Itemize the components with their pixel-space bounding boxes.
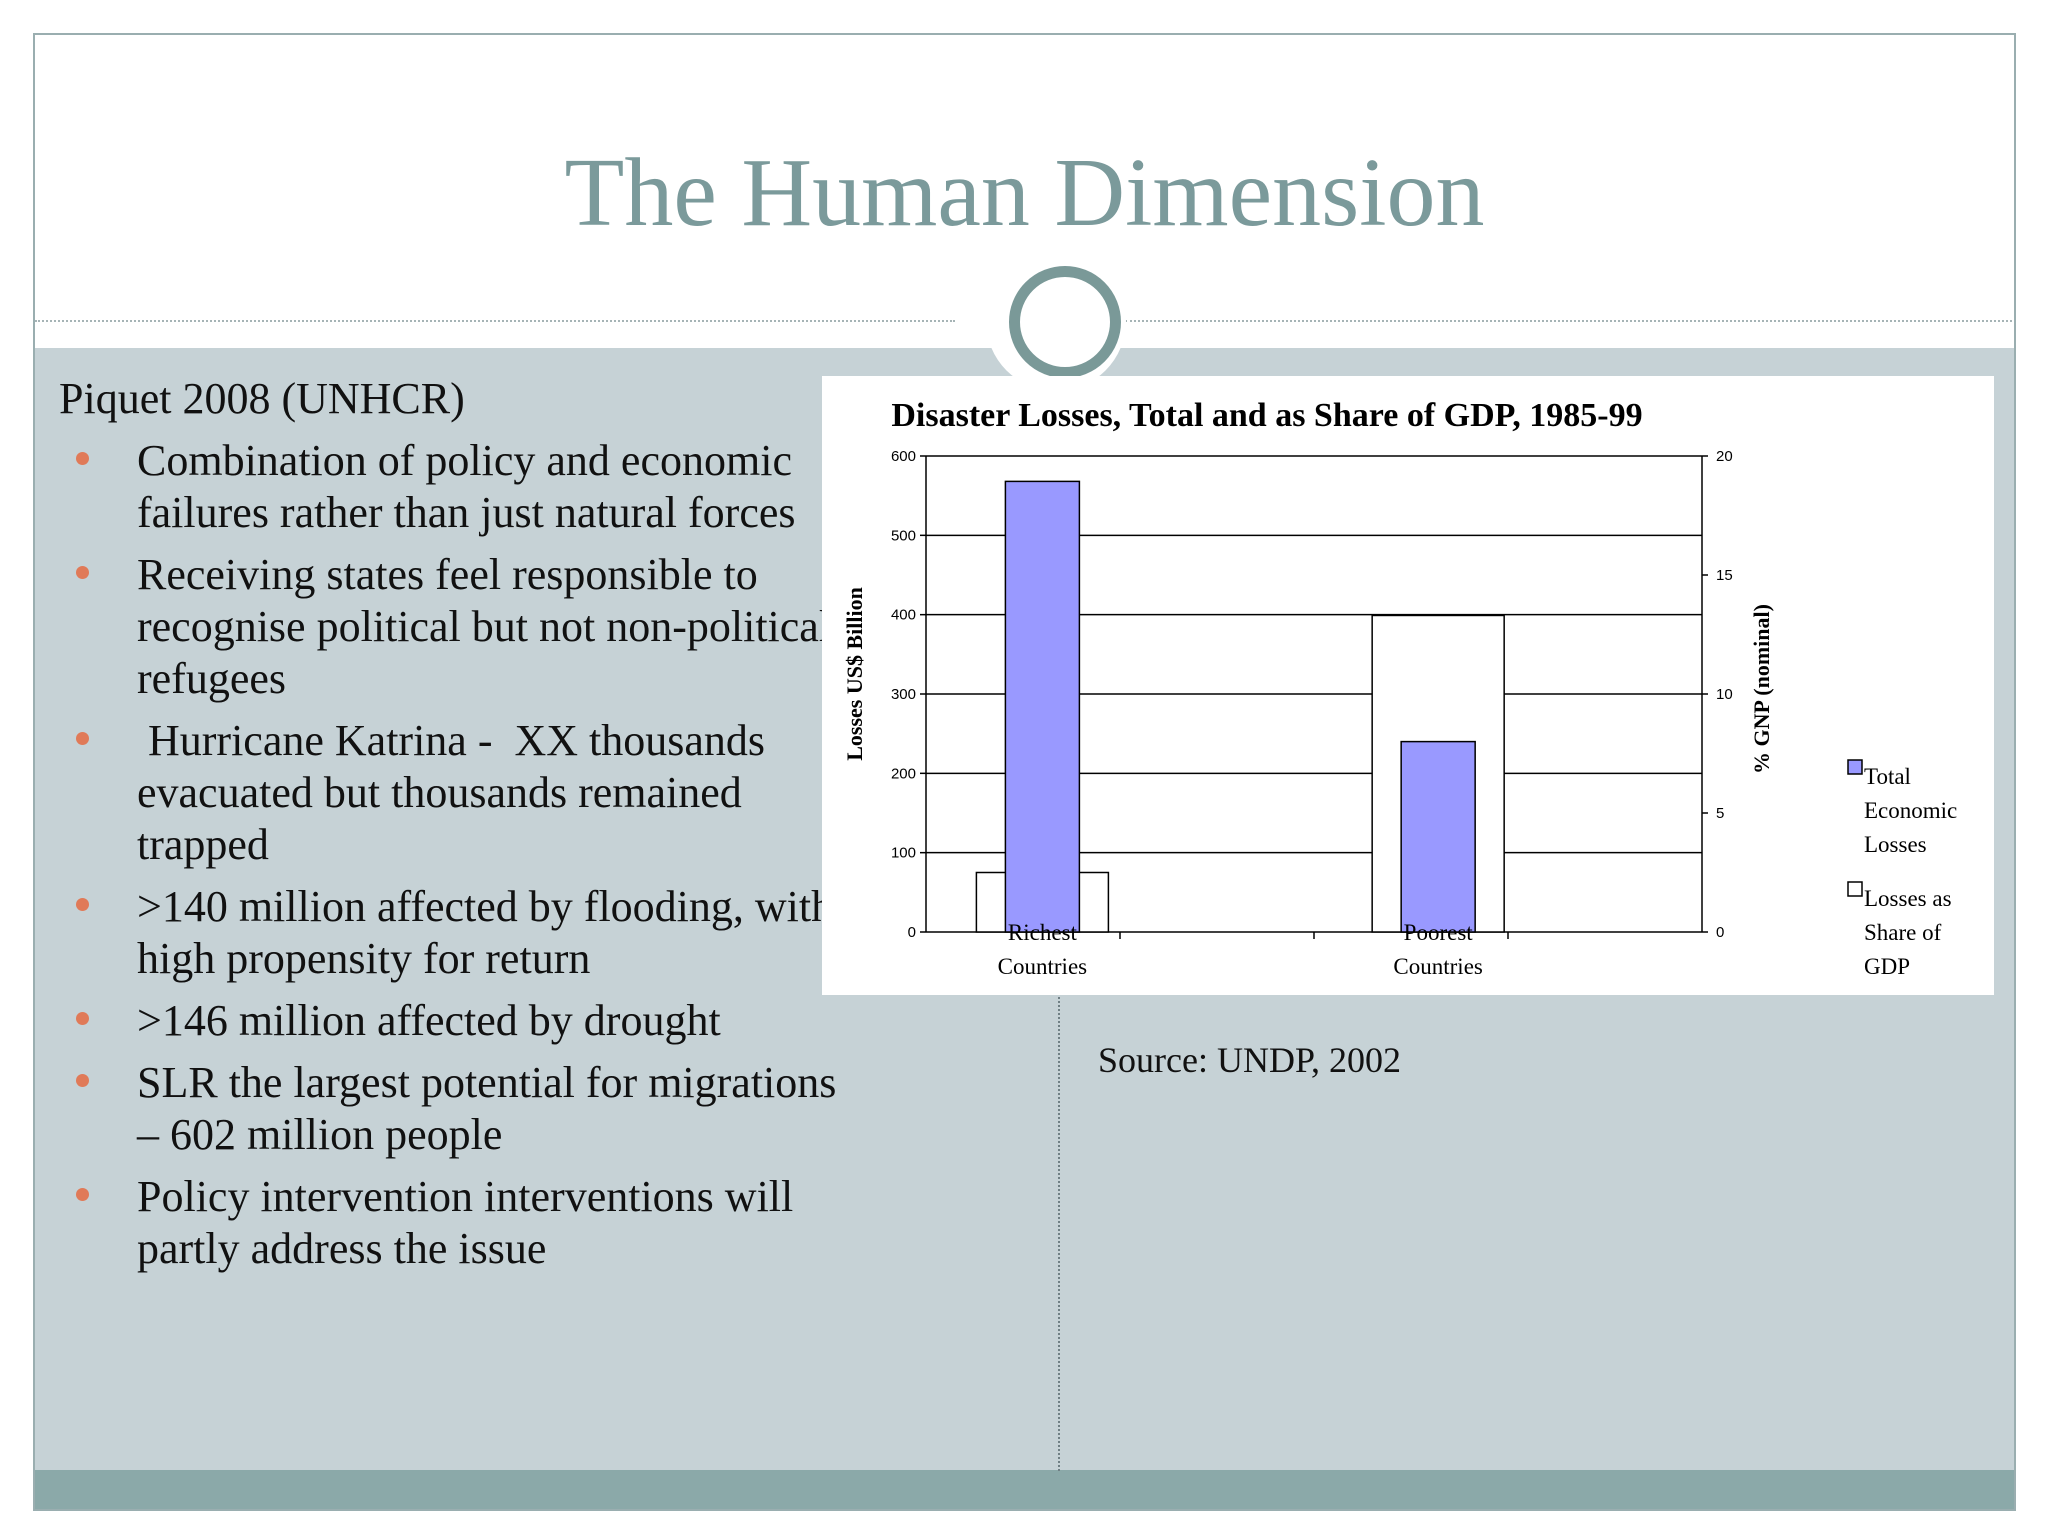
- left-text-column: Piquet 2008 (UNHCR) Combination of polic…: [57, 373, 847, 1285]
- x-category-label: Countries: [1393, 954, 1482, 979]
- bullet-dot-icon: [76, 732, 89, 745]
- bullet-text: Receiving states feel responsible to rec…: [137, 550, 832, 703]
- y-tick-label: 500: [891, 527, 916, 544]
- y-tick-label: 100: [891, 845, 916, 862]
- list-item: Combination of policy and economic failu…: [57, 435, 847, 539]
- bullet-dot-icon: [76, 452, 89, 465]
- chart-title: Disaster Losses, Total and as Share of G…: [891, 397, 1642, 434]
- bullet-text: Combination of policy and economic failu…: [137, 436, 796, 537]
- legend-swatch-total: [1847, 759, 1863, 775]
- x-category-label: Countries: [998, 954, 1087, 979]
- bullet-list: Combination of policy and economic failu…: [57, 435, 847, 1275]
- slide-title: The Human Dimension: [564, 139, 1485, 247]
- footer-bar: [35, 1470, 2014, 1509]
- list-item: Hurricane Katrina - XX thousands evacuat…: [57, 715, 847, 871]
- bullet-text: >146 million affected by drought: [137, 996, 721, 1045]
- circle-ornament: [1009, 266, 1121, 378]
- y-tick-label: 0: [908, 924, 916, 941]
- legend-label: Economic: [1864, 798, 1957, 823]
- disaster-losses-chart: Disaster Losses, Total and as Share of G…: [842, 397, 1957, 979]
- y-axis-title: Losses US$ Billion: [842, 587, 867, 761]
- list-item: >140 million affected by flooding, with …: [57, 881, 847, 985]
- slide-frame: The Human Dimension Piquet 2008 (UNHCR) …: [33, 33, 2016, 1511]
- title-divider-left: [35, 320, 955, 322]
- legend-label: Losses as: [1864, 886, 1952, 911]
- chart-panel: Disaster Losses, Total and as Share of G…: [822, 376, 1994, 995]
- source-heading: Piquet 2008 (UNHCR): [59, 374, 465, 423]
- legend-label: Total: [1864, 764, 1911, 789]
- y2-axis-title: % GNP (nominal): [1749, 604, 1774, 774]
- list-item: >146 million affected by drought: [57, 995, 847, 1047]
- list-item: Receiving states feel responsible to rec…: [57, 549, 847, 705]
- bullet-text: SLR the largest potential for migrations…: [137, 1058, 837, 1159]
- y-tick-label: 300: [891, 686, 916, 703]
- bullet-dot-icon: [76, 1012, 89, 1025]
- bullet-dot-icon: [76, 566, 89, 579]
- legend-swatch-share: [1847, 881, 1863, 897]
- bar-total-losses: [1004, 480, 1081, 933]
- y2-tick-label: 5: [1716, 805, 1724, 822]
- bullet-dot-icon: [76, 1188, 89, 1201]
- source-note: Source: UNDP, 2002: [1098, 1040, 1401, 1080]
- x-category-label: Poorest: [1404, 920, 1474, 945]
- x-category-label: Richest: [1008, 920, 1078, 945]
- bullet-text: Policy intervention interventions will p…: [137, 1172, 794, 1273]
- y-tick-label: 600: [891, 448, 916, 465]
- y2-tick-label: 0: [1716, 924, 1724, 941]
- title-divider-right: [1125, 320, 2014, 322]
- bullet-dot-icon: [76, 1074, 89, 1087]
- bullet-dot-icon: [76, 898, 89, 911]
- y2-tick-label: 20: [1716, 448, 1733, 465]
- y-tick-label: 200: [891, 765, 916, 782]
- legend-label: Share of: [1864, 920, 1942, 945]
- bullet-text: >140 million affected by flooding, with …: [137, 882, 834, 983]
- y-tick-label: 400: [891, 607, 916, 624]
- list-item: SLR the largest potential for migrations…: [57, 1057, 847, 1161]
- legend-label: Losses: [1864, 832, 1927, 857]
- y2-tick-label: 15: [1716, 567, 1733, 584]
- bullet-text: Hurricane Katrina - XX thousands evacuat…: [137, 716, 777, 869]
- list-item: Policy intervention interventions will p…: [57, 1171, 847, 1275]
- bar-total-losses: [1400, 740, 1476, 933]
- y2-tick-label: 10: [1716, 686, 1733, 703]
- legend-label: GDP: [1864, 954, 1910, 979]
